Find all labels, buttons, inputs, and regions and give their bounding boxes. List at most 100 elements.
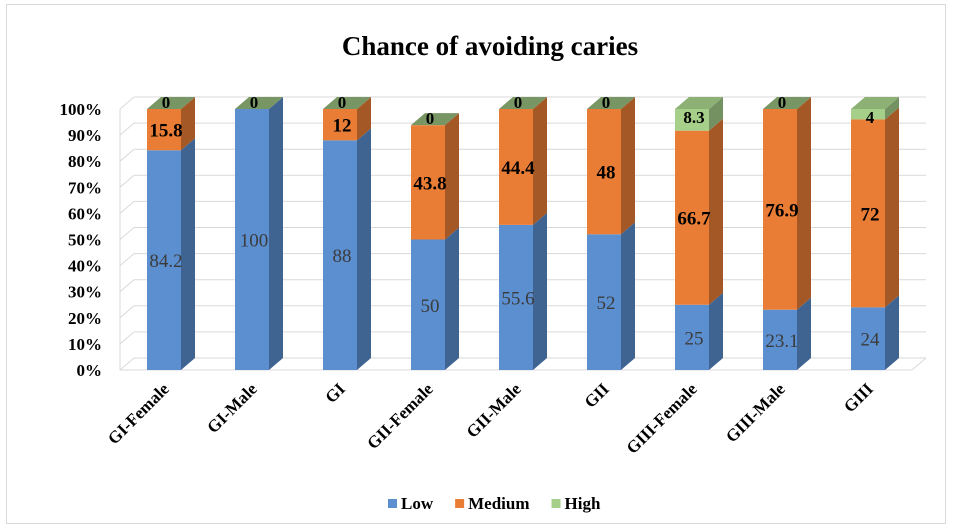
bar-top (411, 113, 459, 126)
y-tick-label: 80% (68, 152, 102, 171)
gridline-side (119, 305, 135, 319)
bar-top (851, 97, 899, 109)
data-label-medium: 72 (861, 204, 880, 225)
y-tick-label: 60% (68, 204, 102, 223)
data-label-low: 52 (597, 293, 616, 314)
data-label-low: 24 (861, 330, 881, 351)
x-category-label: GII (581, 379, 613, 411)
gridline-side (119, 201, 135, 214)
y-tick-label: 20% (68, 309, 102, 328)
x-category-label: GI-Male (203, 379, 261, 437)
x-category-label: GII-Female (363, 379, 437, 453)
legend-swatch-medium (455, 499, 465, 508)
bar-top (323, 97, 371, 109)
floor-side (911, 357, 927, 371)
data-label-high: 0 (338, 93, 347, 112)
data-label-high: 0 (426, 109, 435, 128)
bar-side-low (709, 292, 723, 370)
bar-side-medium (357, 97, 371, 141)
x-category-label: GIII-Male (722, 379, 789, 446)
bar-side-medium (797, 97, 811, 310)
bar-segment-low (763, 309, 797, 370)
y-tick-label: 100% (60, 100, 103, 119)
data-label-high: 4 (866, 108, 875, 127)
bar-segment-high (675, 109, 709, 131)
bar-side-medium (709, 118, 723, 305)
bar-segment-medium (675, 130, 709, 305)
x-category-label: GII-Male (463, 379, 525, 441)
y-tick-label: 90% (68, 126, 102, 145)
bars (147, 97, 899, 370)
x-axis-categories: GI-Female GI-Male GI GII-Female GII-Male GII G… (104, 379, 877, 458)
bar-segment-high (851, 109, 885, 120)
bar-side-low (269, 97, 283, 370)
bar-top (587, 97, 635, 109)
bar-side-high (885, 97, 899, 120)
bar-segment-medium (147, 109, 181, 151)
bar-segment-medium (587, 109, 621, 235)
bar-top (147, 97, 195, 109)
chart-title: Chance of avoiding caries (342, 31, 638, 61)
data-label-medium: 12 (333, 116, 352, 137)
data-label-low: 55.6 (501, 288, 534, 309)
data-labels: 84.2 15.8 0 100 0 88 12 0 50 43.8 0 55.6 44.4 0 52 48 0 2… (149, 93, 880, 352)
data-label-high: 0 (514, 93, 523, 112)
bar-side-low (181, 138, 195, 370)
legend-label-high: High (565, 494, 601, 513)
y-tick-label: 70% (68, 178, 102, 197)
bar-side-low (445, 227, 459, 370)
y-tick-label: 10% (68, 335, 102, 354)
bar-top (675, 97, 723, 109)
bar-segment-low (235, 109, 269, 370)
data-label-low: 84.2 (149, 251, 182, 272)
legend-label-medium: Medium (468, 494, 529, 513)
data-label-medium: 76.9 (765, 200, 798, 221)
y-tick-label: 40% (68, 257, 102, 276)
bar-side-medium (445, 113, 459, 240)
bar-segment-low (411, 239, 445, 370)
bar-side-low (357, 128, 371, 370)
legend-swatch-high (551, 499, 561, 508)
data-label-low: 88 (333, 246, 352, 267)
gridline-side (119, 279, 135, 293)
gridline-side (119, 253, 135, 266)
gridline-side (119, 227, 135, 240)
data-label-low: 23.1 (765, 331, 798, 352)
bar-segment-low (675, 304, 709, 370)
data-label-medium: 15.8 (149, 121, 182, 142)
bar-top (763, 97, 811, 109)
bar-segment-medium (763, 109, 797, 310)
bar-segment-low (147, 150, 181, 370)
data-label-medium: 43.8 (413, 173, 446, 194)
bar-segment-low (587, 234, 621, 370)
legend: Low Medium High (388, 494, 601, 513)
bar-side-low (621, 222, 635, 370)
y-tick-label: 0% (77, 361, 103, 380)
data-label-medium: 44.4 (501, 158, 535, 179)
x-category-label: GI (321, 379, 349, 407)
bar-segment-low (851, 307, 885, 370)
data-label-high: 0 (162, 93, 171, 112)
bar-side-medium (533, 97, 547, 225)
gridline-side (119, 96, 135, 110)
gridline-side (119, 331, 135, 345)
x-category-label: GI-Female (104, 379, 173, 448)
legend-label-low: Low (401, 494, 434, 513)
bar-side-medium (181, 97, 195, 151)
bar-segment-medium (323, 109, 357, 141)
bar-top (499, 97, 547, 109)
gridline-side (119, 122, 135, 136)
y-tick-label: 30% (68, 283, 102, 302)
bar-side-low (533, 212, 547, 370)
bar-side-medium (621, 97, 635, 235)
y-tick-label: 50% (68, 231, 102, 250)
gridline-side (119, 174, 135, 188)
bar-top (235, 97, 283, 109)
data-label-medium: 66.7 (677, 209, 711, 230)
bar-segment-medium (499, 109, 533, 225)
gridline-side (119, 148, 135, 162)
bar-segment-medium (851, 119, 885, 308)
bar-side-medium (885, 107, 899, 308)
data-label-low: 25 (685, 328, 704, 349)
